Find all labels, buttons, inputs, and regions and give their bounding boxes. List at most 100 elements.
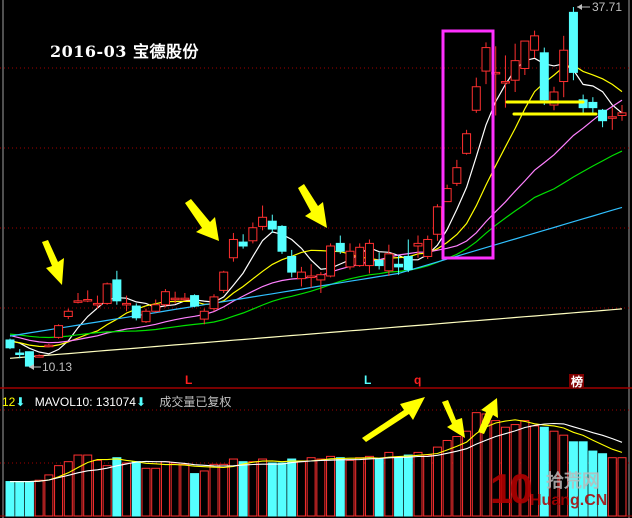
arrow-icon <box>42 240 64 285</box>
highlight-box <box>441 29 495 260</box>
candle-body <box>296 271 306 280</box>
moving-average-lines <box>9 57 623 359</box>
volume-bar <box>335 457 345 517</box>
candle-body <box>384 253 394 272</box>
volume-bar <box>559 434 569 517</box>
volume-bar <box>190 473 200 517</box>
candle-body <box>403 255 413 270</box>
candle-body <box>500 81 510 84</box>
watermark-url: Huang.CN <box>530 492 608 509</box>
high-price-label: 37.71 <box>592 0 623 14</box>
watermark: 10 拾荒网 Huang.CN <box>490 465 630 515</box>
candle-body <box>471 86 481 111</box>
volume-bar <box>54 465 64 517</box>
candle-body <box>83 299 93 302</box>
candle-body <box>73 300 83 303</box>
mavol-label: MAVOL10: 131074 <box>34 395 136 409</box>
volume-bar <box>423 454 433 517</box>
volume-bar <box>432 446 442 517</box>
candle-body <box>335 242 345 252</box>
candle-body <box>345 250 355 268</box>
candle-body <box>92 302 102 306</box>
chart-title: 2016-03 宝德股份 <box>50 42 200 61</box>
volume-bar <box>384 451 394 517</box>
volume-bar <box>287 458 297 517</box>
ma60-line <box>9 206 623 337</box>
candle-body <box>151 304 161 312</box>
signal-marker: 榜 <box>571 375 584 389</box>
volume-bar <box>306 457 316 517</box>
ma5-line <box>9 57 623 355</box>
volume-bar <box>141 467 151 517</box>
volume-bar <box>238 461 248 517</box>
candle-body <box>24 351 34 367</box>
candle-body <box>190 295 200 307</box>
volume-bar <box>267 462 277 517</box>
ma120-line <box>9 308 623 359</box>
volume-bar <box>491 420 501 517</box>
volume-bar <box>539 426 549 517</box>
volume-bar <box>199 470 209 517</box>
arrow-icon <box>478 398 498 434</box>
volume-bar <box>588 450 598 517</box>
vol-ma-short-label: 12 <box>2 395 16 409</box>
candle-body <box>141 310 151 323</box>
candle-body <box>598 109 608 122</box>
volume-bar <box>73 454 83 517</box>
volume-bar <box>355 457 365 517</box>
candle-body <box>394 263 404 268</box>
candle-body <box>44 344 54 348</box>
volume-bar <box>209 463 219 517</box>
volume-bar <box>617 457 627 517</box>
volume-note: 成交量已复权 <box>159 395 232 409</box>
volume-bar <box>219 463 229 517</box>
volume-bar <box>15 481 25 517</box>
volume-bar <box>277 462 287 517</box>
candle-body <box>530 35 540 51</box>
volume-bar <box>24 481 34 517</box>
candle-body <box>131 305 141 319</box>
volume-bar <box>228 458 238 517</box>
candle-body <box>413 242 423 247</box>
volume-bar <box>296 461 306 517</box>
candle-body <box>510 60 520 81</box>
volume-bar <box>345 459 355 517</box>
candle-body <box>374 259 384 267</box>
signal-marker: L <box>185 373 193 387</box>
high-pointer-icon <box>577 4 582 10</box>
candle-body <box>462 133 472 154</box>
candle-body <box>549 91 559 106</box>
candle-body <box>267 220 277 230</box>
volume-bar <box>578 441 588 517</box>
candle-body <box>63 310 73 317</box>
bang-marker-bg <box>569 374 584 388</box>
down-arrow-icon: ⬇ <box>15 395 26 409</box>
candle-body <box>5 339 15 349</box>
candle-body <box>122 302 132 306</box>
candle-body <box>306 275 316 279</box>
volume-bar <box>500 426 510 517</box>
down-arrow-icon: ⬇ <box>135 395 147 409</box>
signal-marker: q <box>414 373 422 387</box>
volume-bar <box>122 462 132 517</box>
candle-body <box>316 274 326 281</box>
candle-body <box>112 279 122 302</box>
candles <box>5 7 627 367</box>
volume-header: 12⬇ MAVOL10: 131074⬇ 成交量已复权 <box>2 393 231 410</box>
candle-body <box>588 101 598 109</box>
volume-bar <box>34 479 44 517</box>
candle-body <box>228 238 238 259</box>
candle-body <box>160 291 170 306</box>
candle-body <box>539 52 549 101</box>
ma30-line <box>9 150 623 339</box>
low-price-label: 10.13 <box>42 360 73 374</box>
volume-ma-lines <box>10 419 623 483</box>
arrow-icon <box>362 397 425 442</box>
volume-bar <box>258 458 268 517</box>
candle-body <box>578 99 588 109</box>
volume-bar <box>131 461 141 517</box>
candle-body <box>432 206 442 235</box>
candle-body <box>607 116 617 119</box>
low-pointer-icon <box>29 364 34 370</box>
